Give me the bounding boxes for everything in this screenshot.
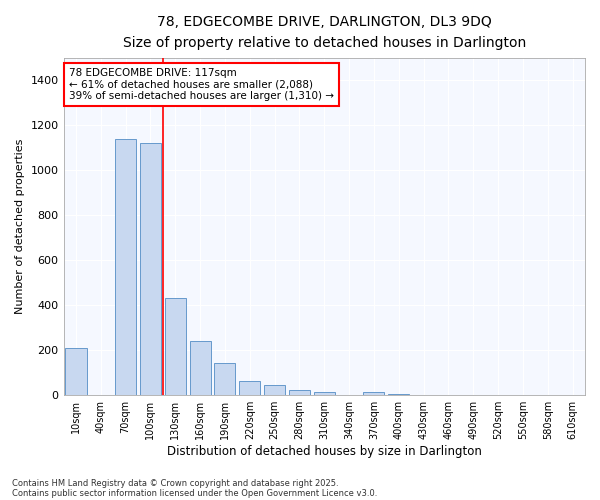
Text: Contains public sector information licensed under the Open Government Licence v3: Contains public sector information licen… xyxy=(12,488,377,498)
Bar xyxy=(190,341,211,394)
Bar xyxy=(65,348,86,395)
Bar xyxy=(264,384,285,394)
Text: Contains HM Land Registry data © Crown copyright and database right 2025.: Contains HM Land Registry data © Crown c… xyxy=(12,478,338,488)
Bar xyxy=(115,138,136,394)
Bar xyxy=(165,298,186,394)
Bar xyxy=(140,143,161,395)
Title: 78, EDGECOMBE DRIVE, DARLINGTON, DL3 9DQ
Size of property relative to detached h: 78, EDGECOMBE DRIVE, DARLINGTON, DL3 9DQ… xyxy=(122,15,526,50)
Text: 78 EDGECOMBE DRIVE: 117sqm
← 61% of detached houses are smaller (2,088)
39% of s: 78 EDGECOMBE DRIVE: 117sqm ← 61% of deta… xyxy=(69,68,334,101)
Y-axis label: Number of detached properties: Number of detached properties xyxy=(15,138,25,314)
Bar xyxy=(314,392,335,394)
Bar xyxy=(214,364,235,394)
X-axis label: Distribution of detached houses by size in Darlington: Distribution of detached houses by size … xyxy=(167,444,482,458)
Bar xyxy=(239,381,260,394)
Bar xyxy=(364,392,385,394)
Bar xyxy=(289,390,310,394)
